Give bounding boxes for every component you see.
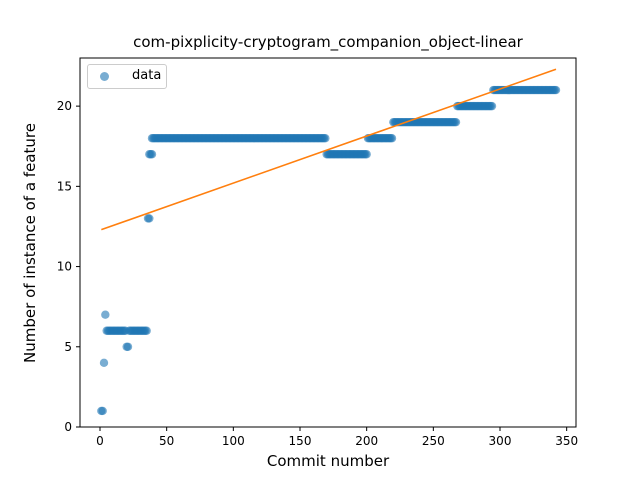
y-tick-label: 10 bbox=[57, 260, 72, 274]
x-axis-label: Commit number bbox=[266, 452, 390, 470]
data-point bbox=[98, 406, 107, 416]
legend-label-data: data bbox=[132, 68, 162, 83]
x-axis: 0 50 100 150 200 250 300 350 bbox=[96, 427, 578, 448]
data-point bbox=[142, 326, 151, 335]
x-tick-label: 100 bbox=[222, 434, 245, 448]
x-tick-label: 300 bbox=[489, 434, 512, 448]
data-point bbox=[321, 134, 330, 143]
data-point bbox=[99, 358, 109, 368]
data-point bbox=[362, 150, 371, 159]
plot-frame bbox=[79, 57, 577, 428]
legend: data bbox=[87, 64, 167, 89]
data-point bbox=[551, 85, 561, 95]
data-point bbox=[123, 342, 133, 351]
data-points bbox=[97, 85, 561, 416]
x-tick-label: 200 bbox=[355, 434, 378, 448]
y-axis: 0 5 10 15 20 bbox=[57, 99, 80, 434]
x-tick-label: 50 bbox=[159, 434, 174, 448]
y-tick-label: 15 bbox=[57, 179, 72, 193]
data-point bbox=[101, 310, 110, 319]
data-point bbox=[145, 214, 154, 223]
data-point bbox=[387, 134, 397, 143]
y-tick-label: 5 bbox=[64, 340, 72, 354]
legend-marker-data bbox=[100, 72, 109, 81]
x-tick-label: 150 bbox=[289, 434, 312, 448]
x-tick-label: 350 bbox=[555, 434, 578, 448]
chart-title: com-pixplicity-cryptogram_companion_obje… bbox=[133, 33, 523, 51]
data-point bbox=[487, 101, 497, 111]
data-point bbox=[147, 150, 157, 159]
y-tick-label: 20 bbox=[57, 99, 72, 113]
data-point bbox=[451, 117, 461, 127]
fit-line-group bbox=[101, 68, 557, 231]
x-tick-label: 250 bbox=[422, 434, 445, 448]
y-axis-label: Number of instance of a feature bbox=[21, 123, 39, 363]
y-tick-label: 0 bbox=[64, 420, 72, 434]
x-tick-label: 0 bbox=[96, 434, 104, 448]
fit-line bbox=[101, 68, 557, 231]
